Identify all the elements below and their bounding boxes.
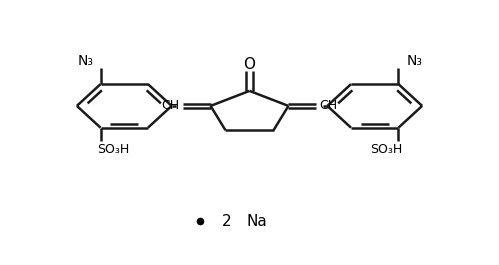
Text: SO₃H: SO₃H xyxy=(370,143,402,156)
Text: Na: Na xyxy=(247,214,267,229)
Text: O: O xyxy=(244,57,255,72)
Text: SO₃H: SO₃H xyxy=(97,143,129,156)
Text: N₃: N₃ xyxy=(407,54,423,68)
Text: CH: CH xyxy=(162,99,180,112)
Text: N₃: N₃ xyxy=(77,54,94,68)
Text: CH: CH xyxy=(319,99,337,112)
Text: 2: 2 xyxy=(222,214,232,229)
